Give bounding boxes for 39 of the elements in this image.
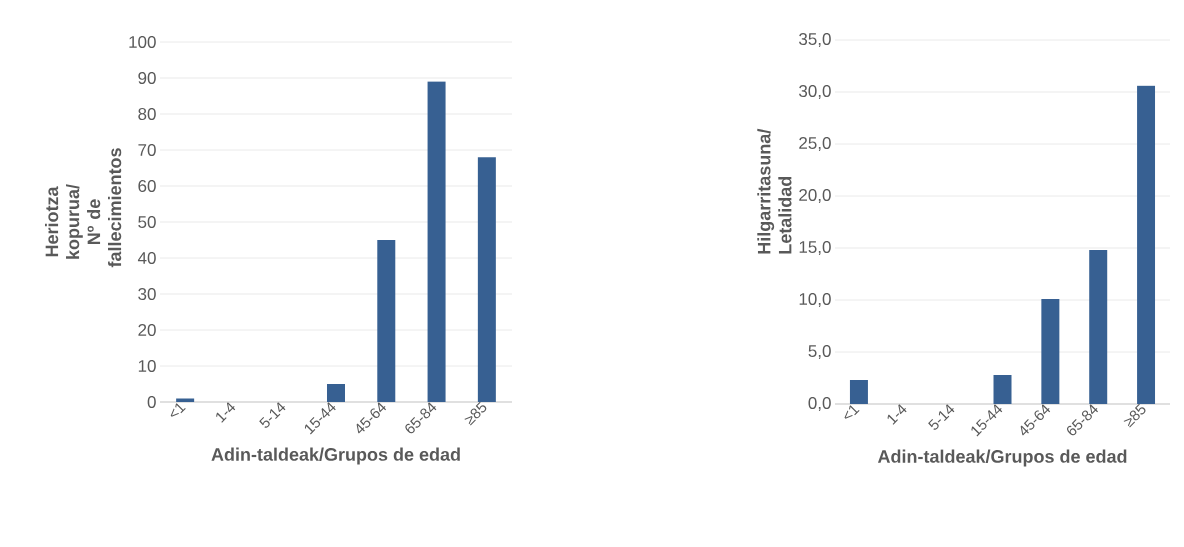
y-tick-label: 30 [138, 287, 156, 301]
y-tick-label: 70 [138, 143, 156, 157]
y-tick-label: 40 [137, 251, 156, 265]
bar [327, 384, 345, 402]
x-tick-label: <1 [844, 405, 860, 419]
bar [993, 374, 1012, 404]
y-tick-label: 50 [138, 215, 156, 229]
y-tick-label: 10 [138, 359, 156, 373]
bar [427, 81, 446, 402]
y-tick-label: 90 [138, 71, 156, 85]
bar [477, 157, 496, 402]
bar [1137, 85, 1156, 404]
y-axis-title: Hilgarritasuna/ Letalidad [757, 128, 792, 254]
x-axis-title: Adin-taldeak/Grupos de edad [211, 447, 460, 465]
y-tick-label: 80 [138, 107, 156, 121]
y-tick-label: 0 [147, 395, 156, 409]
x-tick-label: <1 [170, 403, 186, 417]
bar [176, 398, 195, 402]
y-tick-label: 0,0 [808, 396, 831, 412]
bar [1089, 250, 1108, 404]
y-tick-label: 20,0 [799, 188, 831, 204]
x-tick-label: ≥85 [1123, 403, 1146, 428]
x-tick-label: 1-4 [216, 402, 236, 423]
y-tick-label: 30,0 [799, 84, 831, 100]
y-tick-label: 35,0 [799, 32, 831, 48]
x-axis-title: Adin-taldeak/Grupos de edad [877, 449, 1127, 467]
y-tick-label: 60 [138, 179, 156, 193]
y-tick-label: 5,0 [808, 344, 831, 360]
y-tick-label: 25,0 [799, 136, 831, 152]
bar [849, 380, 868, 404]
y-tick-label: 10,0 [799, 292, 831, 308]
y-tick-label: 100 [129, 35, 156, 49]
y-tick-label: 20 [138, 323, 156, 337]
x-tick-label: ≥85 [464, 401, 487, 426]
y-axis-title: Heriotza kopurua/ Nº de fallecimientos [45, 148, 122, 268]
bar [377, 240, 396, 402]
x-tick-label: 1-4 [887, 404, 907, 425]
y-tick-label: 15,0 [799, 240, 831, 256]
bar [1041, 298, 1060, 404]
